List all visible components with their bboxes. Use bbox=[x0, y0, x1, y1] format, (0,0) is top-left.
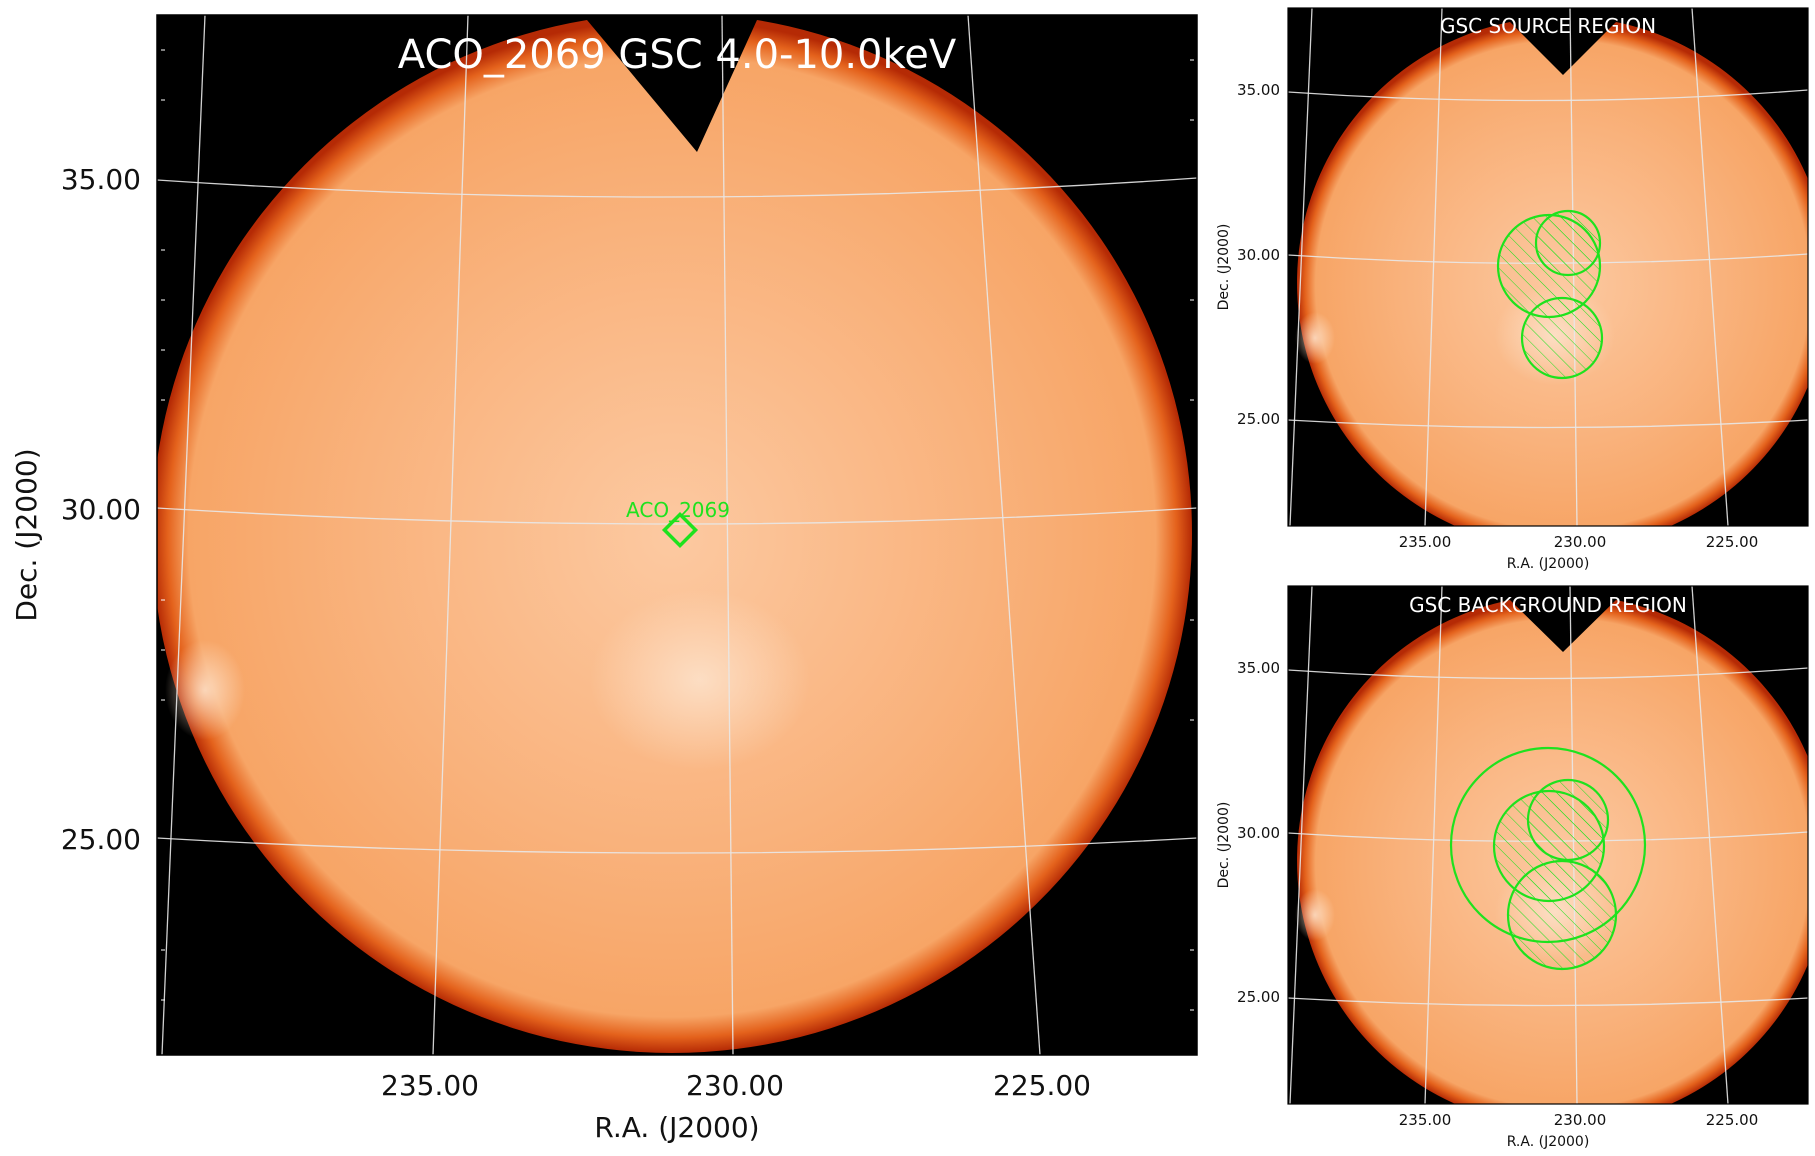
source-panel: GSC SOURCE REGION 35.00 30.00 25.00 235.… bbox=[1216, 7, 1809, 572]
main-image bbox=[157, 15, 1197, 1055]
main-ytick-25: 25.00 bbox=[61, 823, 141, 856]
main-xlabel: R.A. (J2000) bbox=[594, 1111, 759, 1144]
source-ytick-35: 35.00 bbox=[1237, 81, 1280, 99]
background-region-circle-bottom[interactable] bbox=[1506, 859, 1618, 971]
source-xtick-225: 225.00 bbox=[1706, 533, 1759, 551]
background-xtick-230: 230.00 bbox=[1554, 1111, 1607, 1129]
source-image bbox=[1288, 8, 1808, 526]
background-xlabel: R.A. (J2000) bbox=[1507, 1134, 1590, 1150]
background-panel: GSC BACKGROUND REGION 35.00 30.00 25.00 … bbox=[1216, 585, 1809, 1150]
main-minor-ticks bbox=[161, 49, 1194, 1011]
source-region-circle-top[interactable] bbox=[1534, 209, 1602, 277]
main-xtick-230: 230.00 bbox=[686, 1069, 784, 1102]
main-ylabel: Dec. (J2000) bbox=[10, 448, 43, 621]
background-xtick-225: 225.00 bbox=[1706, 1111, 1759, 1129]
background-ytick-30: 30.00 bbox=[1237, 824, 1280, 842]
source-xlabel: R.A. (J2000) bbox=[1507, 556, 1590, 572]
main-xtick-235: 235.00 bbox=[381, 1069, 479, 1102]
source-region-circle-bottom[interactable] bbox=[1520, 296, 1604, 380]
main-panel: ACO_2069 GSC 4.0-10.0keV ACO_2069 35.00 … bbox=[10, 14, 1198, 1144]
main-disk bbox=[157, 20, 1192, 1053]
background-ylabel: Dec. (J2000) bbox=[1216, 802, 1232, 889]
main-ytick-30: 30.00 bbox=[61, 493, 141, 526]
source-panel-title: GSC SOURCE REGION bbox=[1440, 14, 1656, 38]
source-ylabel: Dec. (J2000) bbox=[1216, 224, 1232, 311]
source-ytick-30: 30.00 bbox=[1237, 246, 1280, 264]
background-panel-title: GSC BACKGROUND REGION bbox=[1409, 593, 1687, 617]
main-ytick-35: 35.00 bbox=[61, 163, 141, 196]
source-ytick-25: 25.00 bbox=[1237, 410, 1280, 428]
source-xtick-230: 230.00 bbox=[1554, 533, 1607, 551]
background-xtick-235: 235.00 bbox=[1399, 1111, 1452, 1129]
background-region-circle-top[interactable] bbox=[1526, 778, 1610, 862]
source-label: ACO_2069 bbox=[626, 498, 730, 522]
background-ytick-25: 25.00 bbox=[1237, 988, 1280, 1006]
background-image bbox=[1288, 586, 1808, 1104]
main-title: ACO_2069 GSC 4.0-10.0keV bbox=[398, 32, 957, 78]
main-xtick-225: 225.00 bbox=[993, 1069, 1091, 1102]
background-ytick-35: 35.00 bbox=[1237, 659, 1280, 677]
source-xtick-235: 235.00 bbox=[1399, 533, 1452, 551]
source-marker[interactable] bbox=[661, 511, 699, 549]
